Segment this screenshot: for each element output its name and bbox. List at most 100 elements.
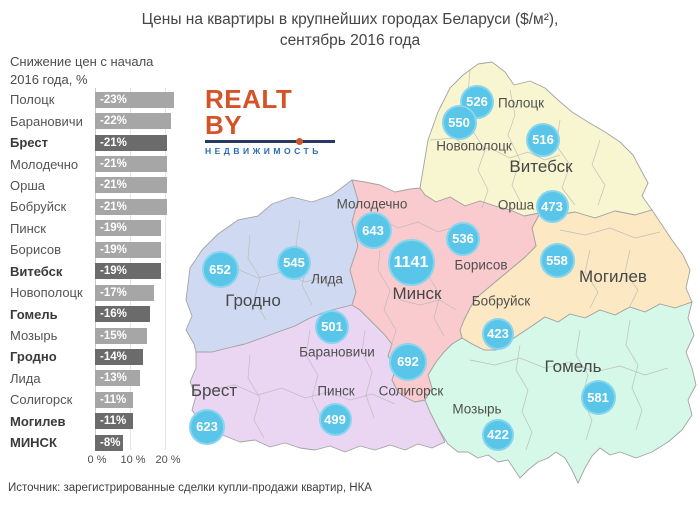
bar: -17%: [95, 284, 154, 301]
price-bubble: 652: [201, 250, 239, 288]
price-bubble: 423: [482, 318, 514, 350]
bar: -16%: [95, 306, 150, 323]
city-label: Полоцк: [497, 95, 545, 111]
bar-row: Брест -21%: [10, 132, 185, 153]
bar-city-label: МИНСК: [10, 435, 57, 451]
bar-row: Полоцк -23%: [10, 89, 185, 110]
bar-row: Лида -13%: [10, 368, 185, 389]
bar: -23%: [95, 91, 174, 108]
logo-dot-icon: [296, 138, 303, 145]
city-label: Бобруйск: [471, 293, 531, 309]
bar-city-label: Новополоцк: [10, 285, 83, 301]
bar: -11%: [95, 391, 133, 408]
title-line-2: сентябрь 2016 года: [279, 32, 421, 49]
bar-row: Гродно -14%: [10, 346, 185, 367]
city-label: Новополоцк: [436, 138, 512, 154]
bar-rows: Полоцк -23% Барановичи -22% Брест -21% Молодеч…: [10, 89, 185, 453]
bar-row: Бобруйск -21%: [10, 196, 185, 217]
bar: -13%: [95, 370, 140, 387]
bar-city-label: Витебск: [10, 263, 63, 279]
logo-subtitle: НЕДВИЖИМОСТЬ: [205, 146, 322, 156]
price-bubble: 1141: [387, 238, 435, 286]
bar-row: Молодечно -21%: [10, 153, 185, 174]
x-tick-0: 0 %: [87, 454, 107, 466]
bar: -19%: [95, 241, 161, 258]
city-label: Орша: [497, 197, 535, 213]
bar-row: Барановичи -22%: [10, 110, 185, 131]
bar: -21%: [95, 134, 167, 151]
bar: -19%: [95, 263, 161, 280]
bar-city-label: Мозырь: [10, 328, 58, 344]
bar-row: Орша -21%: [10, 175, 185, 196]
bar-row: Новополоцк -17%: [10, 282, 185, 303]
gridline-20: [165, 88, 166, 450]
price-bubble: 643: [354, 211, 392, 249]
city-label: Лида: [311, 271, 343, 287]
bar-city-label: Пинск: [10, 220, 46, 236]
x-tick-20: 20 %: [155, 454, 181, 466]
city-label: Солигорск: [378, 383, 444, 399]
city-label: Молодечно: [336, 196, 408, 212]
bar-city-label: Гродно: [10, 349, 57, 365]
price-bubble: 516: [526, 123, 560, 157]
bar-row: Могилев -11%: [10, 411, 185, 432]
bar-row: Гомель -16%: [10, 303, 185, 324]
bar: -15%: [95, 327, 147, 344]
chart-header-line-2: 2016 года, %: [10, 72, 88, 87]
chart-header: Снижение цен с начала 2016 года, %: [10, 53, 153, 89]
title-line-1: Цены на квартиры в крупнейших городах Бе…: [141, 11, 559, 28]
bar: -8%: [95, 434, 123, 451]
price-bubble: 473: [535, 189, 569, 223]
bar-city-label: Гомель: [10, 306, 58, 322]
city-label: Пинск: [317, 383, 355, 399]
price-bubble: 581: [580, 379, 616, 415]
bar-city-label: Лида: [10, 370, 41, 386]
chart-header-line-1: Снижение цен с начала: [10, 54, 154, 69]
city-label: Брест: [190, 381, 238, 400]
bar-city-label: Полоцк: [10, 92, 55, 108]
bar-city-label: Орша: [10, 177, 46, 193]
city-label: Мозырь: [452, 401, 502, 417]
bar-row: Пинск -19%: [10, 218, 185, 239]
bar-city-label: Брест: [10, 135, 48, 151]
price-bubble: 536: [446, 222, 480, 256]
bar-city-label: Солигорск: [10, 392, 73, 408]
bar: -21%: [95, 198, 167, 215]
price-bubble: 499: [318, 402, 352, 436]
bar-row: Витебск -19%: [10, 261, 185, 282]
price-bubble: 422: [482, 419, 514, 451]
page-title: Цены на квартиры в крупнейших городах Бе…: [0, 9, 700, 51]
city-label: Барановичи: [299, 344, 375, 360]
logo-wordmark: REALT BY: [205, 84, 293, 140]
price-bubble: 692: [389, 343, 427, 381]
bar: -21%: [95, 156, 167, 173]
bar: -19%: [95, 220, 161, 237]
bar: -11%: [95, 413, 133, 430]
bar-city-label: Борисов: [10, 242, 62, 258]
price-bubble: 501: [315, 310, 349, 344]
price-bubble: 558: [539, 242, 575, 278]
bar: -22%: [95, 113, 171, 130]
decline-bar-chart: Полоцк -23% Барановичи -22% Брест -21% Молодеч…: [0, 88, 185, 470]
bar: -14%: [95, 348, 143, 365]
price-bubble: 545: [277, 246, 311, 280]
bar-row: Мозырь -15%: [10, 325, 185, 346]
city-label: Минск: [392, 284, 442, 303]
x-tick-10: 10 %: [120, 454, 146, 466]
bar-row: Борисов -19%: [10, 239, 185, 260]
bar-row: Солигорск -11%: [10, 389, 185, 410]
price-bubble: 550: [441, 104, 477, 140]
city-label: Могилев: [579, 267, 647, 286]
bar-city-label: Бобруйск: [10, 199, 67, 215]
city-label: Борисов: [454, 257, 508, 273]
bar-city-label: Молодечно: [10, 156, 79, 172]
bar-row: МИНСК -8%: [10, 432, 185, 453]
realt-by-logo: REALT BY НЕДВИЖИМОСТЬ: [205, 86, 335, 156]
bar-city-label: Могилев: [10, 413, 66, 429]
city-label: Гомель: [544, 357, 602, 376]
bar: -21%: [95, 177, 167, 194]
price-bubble: 623: [189, 409, 225, 445]
logo-underline: [205, 138, 335, 145]
city-label: Витебск: [509, 157, 573, 176]
